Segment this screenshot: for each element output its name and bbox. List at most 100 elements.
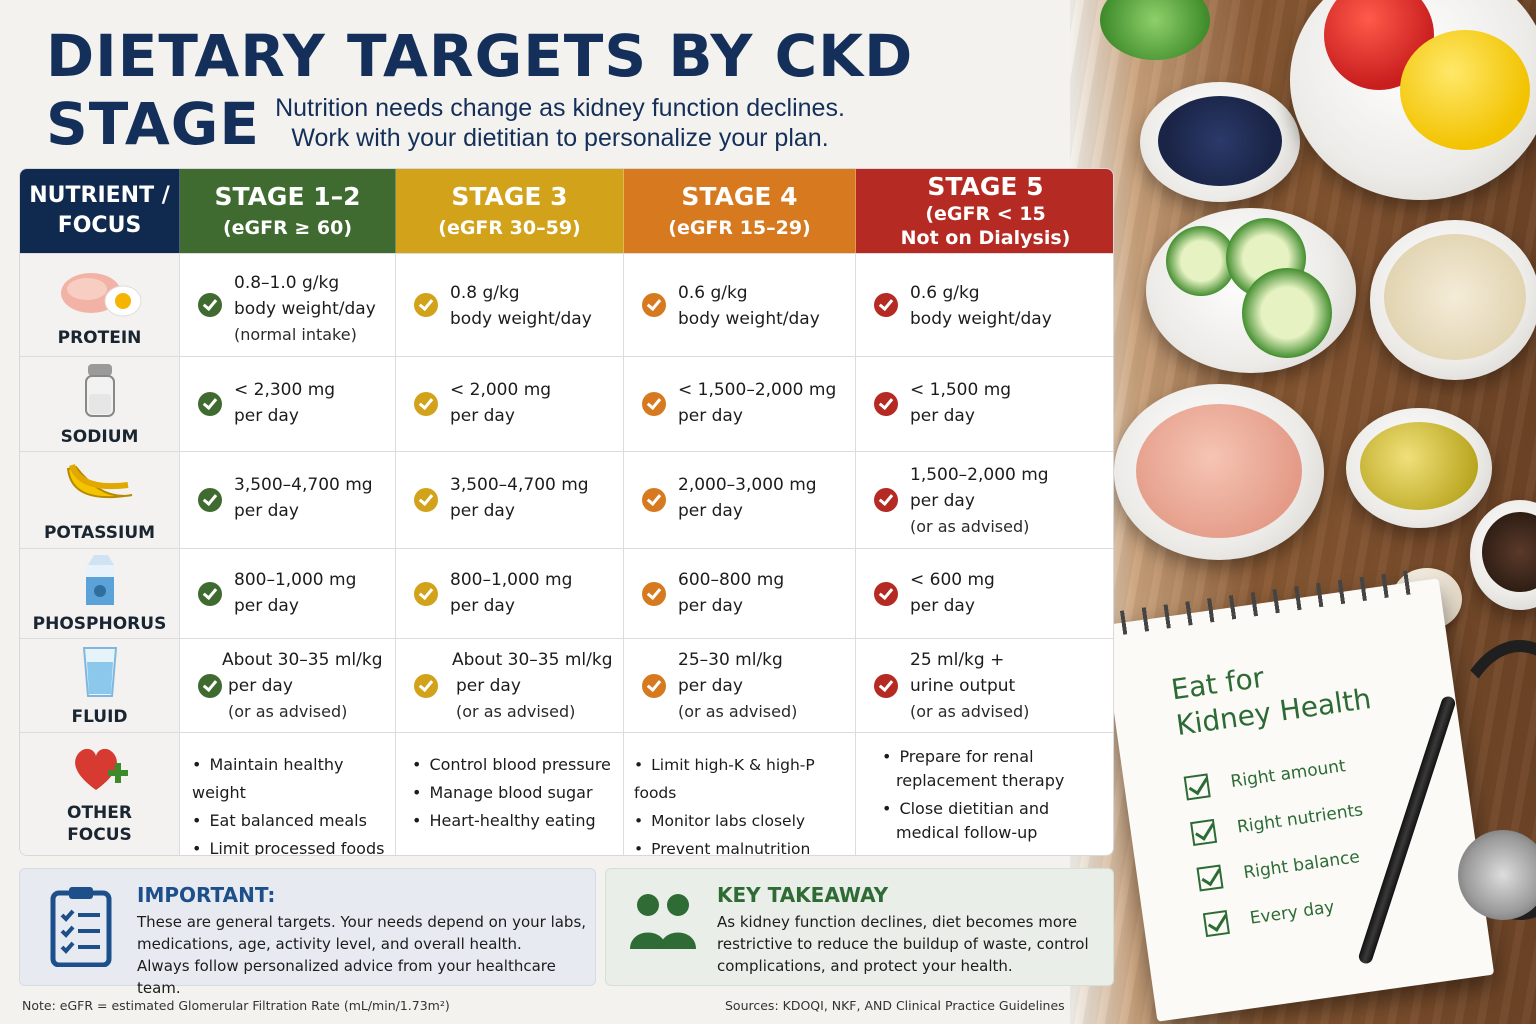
target-cell: < 1,500 mg per day [856,357,1113,451]
nutrient-label: PROTEIN [57,328,142,348]
target-cell: 25 ml/kg + urine output (or as advised) [856,639,1113,732]
target-value: < 2,000 mg [450,380,552,400]
pepper-bowl [1290,0,1536,200]
nutrient-cell: PHOSPHORUS [20,549,180,638]
notepad-checklist: Right amount Right nutrients Right balan… [1182,742,1379,948]
focus-item: Limit processed foods [192,835,395,855]
takeaway-line: As kidney function declines, diet become… [717,913,1078,931]
check-icon [198,392,222,416]
focus-list: Maintain healthy weight Eat balanced mea… [192,751,395,855]
check-icon [642,392,666,416]
target-unit: body weight/day [678,309,820,329]
key-takeaway-box: KEY TAKEAWAY As kidney function declines… [605,868,1114,986]
chicken-bowl [1114,384,1324,560]
target-cell: 1,500–2,000 mg per day (or as advised) [856,452,1113,548]
check-icon [414,392,438,416]
important-heading: IMPORTANT: [137,883,276,907]
milk-carton-icon [57,553,143,607]
nutrient-label: SODIUM [60,427,139,447]
check-icon [414,293,438,317]
target-value: < 600 mg [910,570,995,590]
takeaway-line: complications, and protect your health. [717,957,1013,975]
notepad-title: Eat for Kidney Health [1169,645,1373,744]
target-value: About 30–35 ml/kg [452,650,613,670]
check-icon [642,488,666,512]
target-unit: per day [910,596,975,616]
target-unit: body weight/day [450,309,592,329]
target-value: 600–800 mg [678,570,785,590]
target-unit: per day [234,596,299,616]
focus-list: Limit high-K & high-P foods Monitor labs… [634,751,855,855]
takeaway-text: As kidney function declines, diet become… [717,911,1089,977]
target-note: (or as advised) [678,702,798,721]
focus-list: Prepare for renal replacement therapy Cl… [882,745,1082,845]
header-stage-5: STAGE 5 (eGFR < 15 Not on Dialysis) [856,169,1113,253]
page-title: DIETARY TARGETS BY CKD STAGE [46,22,914,158]
target-unit: body weight/day [910,309,1052,329]
target-cell: 800–1,000 mg per day [180,549,396,638]
target-cell: < 1,500–2,000 mg per day [624,357,856,451]
takeaway-heading: KEY TAKEAWAY [717,883,889,907]
target-value: 0.6 g/kg [678,283,748,303]
focus-item: Control blood pressure [412,751,610,779]
check-icon [198,293,222,317]
target-unit: per day [456,676,521,696]
focus-item: Eat balanced meals [192,807,395,835]
focus-cell: Limit high-K & high-P foods Monitor labs… [624,733,856,855]
check-icon [642,293,666,317]
target-cell: 0.6 g/kg body weight/day [856,254,1113,356]
target-unit: urine output [910,676,1016,696]
nutrient-label: FLUID [71,706,128,727]
stethoscope-chestpiece [1458,830,1536,920]
target-cell: 3,500–4,700 mg per day [396,452,624,548]
takeaway-line: restrictive to reduce the buildup of was… [717,935,1089,953]
clipboard-checklist-icon [50,885,112,972]
target-cell: < 2,000 mg per day [396,357,624,451]
subtitle-line: Work with your dietitian to personalize … [291,124,829,152]
nutrient-cell: FLUID [20,639,180,732]
spice-bowl [1470,500,1536,610]
checkbox-icon [1196,864,1224,892]
focus-item: Monitor labs closely [634,807,855,835]
sources-footnote: Sources: KDOQI, NKF, AND Clinical Practi… [725,998,1065,1013]
target-cell: < 600 mg per day [856,549,1113,638]
nutrient-label: OTHER FOCUS [67,802,132,846]
target-cell: 0.8 g/kg body weight/day [396,254,624,356]
target-cell: 2,000–3,000 mg per day [624,452,856,548]
focus-list: Control blood pressure Manage blood suga… [412,751,610,835]
focus-label: FOCUS [67,825,132,845]
important-line: These are general targets. Your needs de… [137,913,587,931]
target-value: 800–1,000 mg [450,570,573,590]
notepad-item-label: Right nutrients [1235,800,1365,838]
target-note: (normal intake) [234,325,357,344]
focus-cell: Control blood pressure Manage blood suga… [396,733,624,855]
check-icon [874,392,898,416]
target-cell: About 30–35 ml/kg per day (or as advised) [396,639,624,732]
stage-name: STAGE 3 [451,182,568,211]
target-unit: per day [450,406,515,426]
notepad-item-label: Right amount [1229,756,1347,793]
header-nutrient-focus: NUTRIENT / FOCUS [20,169,180,253]
target-cell: 800–1,000 mg per day [396,549,624,638]
table-row-fluid: FLUID About 30–35 ml/kg per day (or as adv… [20,638,1113,732]
target-unit: per day [228,676,293,696]
stage-name: STAGE 5 [927,172,1044,201]
check-icon [874,488,898,512]
target-unit: per day [678,501,743,521]
table-row-potassium: POTASSIUM 3,500–4,700 mg per day 3,500–4,… [20,451,1113,548]
target-note: (or as advised) [910,702,1030,721]
target-value: 1,500–2,000 mg [910,465,1049,485]
water-glass-icon [57,644,143,700]
banana-icon [57,456,143,516]
check-icon [414,488,438,512]
target-value: 25 ml/kg + [910,650,1005,670]
focus-cell: Prepare for renal replacement therapy Cl… [856,733,1113,855]
notepad: Eat for Kidney Health Right amount Right… [1101,569,1495,1022]
target-value: 3,500–4,700 mg [450,475,589,495]
focus-item: Prepare for renal replacement therapy [882,745,1082,793]
check-icon [874,673,898,698]
chicken-egg-icon [57,261,143,321]
table-header-row: NUTRIENT / FOCUS STAGE 1–2 (eGFR ≥ 60) S… [20,169,1113,253]
salt-shaker-icon [57,360,143,420]
stage-egfr: (eGFR 30–59) [438,217,581,239]
